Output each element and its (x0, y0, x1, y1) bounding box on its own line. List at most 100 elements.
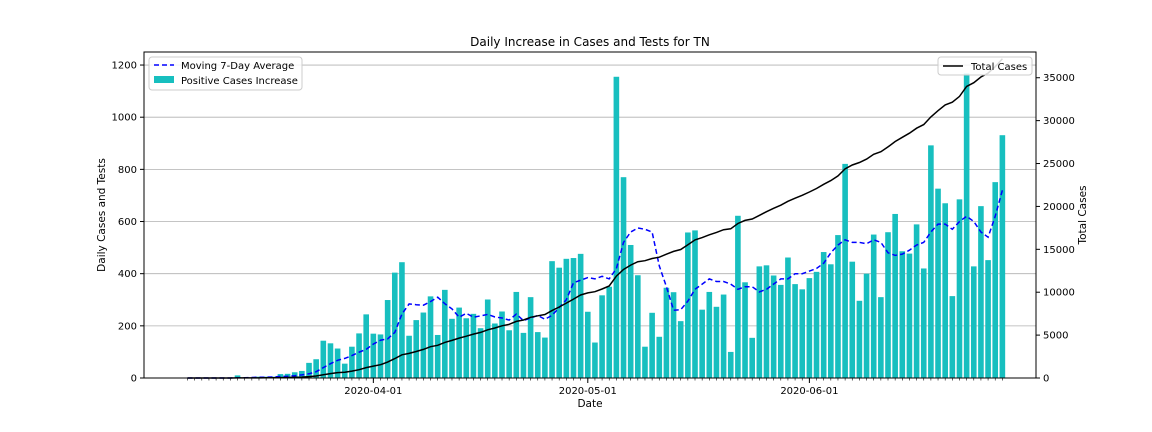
bar (899, 251, 906, 378)
bar (842, 163, 848, 378)
bar (484, 299, 491, 378)
y-tick-label: 0 (131, 374, 137, 385)
bar (363, 314, 369, 378)
bar (663, 287, 670, 378)
bar (334, 348, 341, 378)
bar (527, 297, 534, 378)
bar (391, 272, 398, 378)
bar (506, 330, 512, 378)
bar (713, 306, 720, 378)
x-tick-label: 2020-05-01 (559, 386, 617, 397)
bar (606, 286, 613, 378)
bar (534, 332, 541, 378)
bar (584, 311, 591, 378)
bar (520, 332, 527, 378)
bar (420, 312, 427, 378)
y-ticks-right: 0 5000 10000 15000 20000 25000 30000 35000 (1036, 73, 1075, 385)
y-tick-label: 200 (118, 321, 137, 332)
bar (906, 253, 913, 378)
bar (549, 261, 555, 378)
bar (763, 265, 770, 378)
bar (878, 297, 884, 378)
bar (356, 333, 362, 378)
bar (563, 258, 570, 378)
legend-label-positive-cases: Positive Cases Increase (181, 76, 298, 87)
bar (699, 309, 705, 378)
bar (756, 266, 763, 378)
x-ticks: 2020-04-01 2020-05-01 2020-06-01 (187, 378, 1003, 397)
bar (985, 260, 991, 378)
bar (685, 232, 691, 378)
bar (735, 215, 741, 378)
bar (599, 295, 605, 378)
bar (499, 311, 505, 378)
bar (406, 335, 412, 378)
bar (635, 275, 641, 378)
bar (806, 278, 813, 378)
y-axis-label-right: Total Cases (1077, 185, 1089, 245)
y-tick-label: 400 (118, 269, 137, 280)
bar (620, 177, 627, 378)
bar (377, 334, 384, 378)
bar (999, 135, 1006, 378)
bar (885, 232, 891, 378)
bar (542, 337, 548, 378)
legend-right-box (937, 56, 1033, 76)
bar (413, 320, 420, 378)
bar (399, 262, 405, 378)
bar (913, 224, 920, 378)
bar (306, 362, 312, 378)
bar (427, 296, 434, 378)
bar (892, 213, 898, 378)
y2-tick-label: 25000 (1043, 159, 1075, 170)
bar (920, 268, 927, 378)
bar (820, 252, 827, 378)
bar (477, 328, 484, 378)
bar (341, 363, 348, 378)
bar (434, 334, 441, 378)
bar (792, 284, 798, 378)
bar (749, 337, 755, 378)
bar (463, 318, 470, 378)
chart-title: Daily Increase in Cases and Tests for TN (470, 35, 710, 49)
bar (513, 291, 520, 378)
bar (870, 234, 877, 378)
x-tick-label: 2020-06-01 (780, 386, 838, 397)
bar (799, 289, 806, 378)
legend-right: Total Cases (937, 56, 1033, 76)
y2-tick-label: 5000 (1043, 331, 1068, 342)
legend-swatch-positive-cases (154, 76, 174, 83)
bar (570, 258, 577, 378)
bar (370, 333, 377, 378)
bar (592, 342, 598, 378)
bar (692, 230, 698, 378)
bar (442, 289, 448, 378)
bar (492, 323, 498, 378)
bar (992, 182, 999, 378)
bar (863, 273, 870, 378)
bar (656, 336, 663, 378)
bar (785, 257, 791, 378)
bar (642, 346, 648, 378)
bar (327, 343, 334, 378)
y2-tick-label: 10000 (1043, 288, 1075, 299)
bar (928, 145, 934, 378)
x-tick-label: 2020-04-01 (344, 386, 402, 397)
bar (742, 282, 748, 378)
y2-tick-label: 0 (1043, 374, 1049, 385)
bar (956, 199, 963, 378)
legend-label-moving-average: Moving 7-Day Average (181, 61, 294, 72)
bar (835, 235, 841, 378)
y-ticks-left: 0 200 400 600 800 1000 1200 (112, 61, 144, 385)
y-axis-label-left: Daily Cases and Tests (96, 158, 108, 272)
bar (856, 300, 863, 378)
y-tick-label: 1000 (112, 113, 137, 124)
bar (935, 188, 941, 378)
y-tick-label: 1200 (112, 61, 137, 72)
x-axis-label: Date (577, 398, 602, 410)
bar (720, 294, 727, 378)
bar (313, 359, 319, 378)
bar (677, 321, 684, 378)
y2-tick-label: 35000 (1043, 73, 1075, 84)
